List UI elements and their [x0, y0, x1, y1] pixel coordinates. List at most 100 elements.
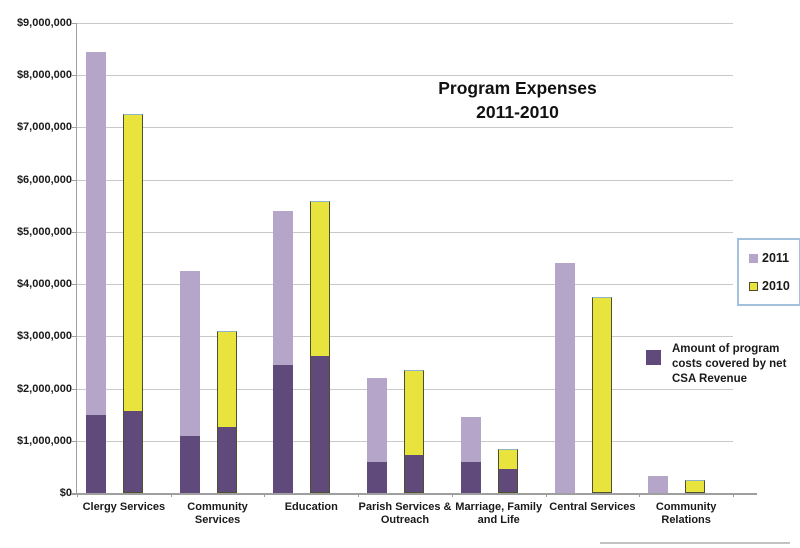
- x-axis-label-line: Central Services: [549, 501, 636, 513]
- plot-area: [77, 23, 733, 493]
- bar-covered-2011-5: [460, 461, 481, 493]
- legend-swatch-2010: [749, 281, 758, 291]
- covered-legend: Amount of program costs covered by net C…: [646, 342, 796, 387]
- x-axis-tick: [170, 493, 172, 497]
- gridline: [77, 127, 733, 129]
- legend: 2011 2010: [737, 238, 800, 306]
- x-axis-tick: [639, 493, 641, 497]
- bar-covered-2010-5: [498, 468, 517, 492]
- bar-2010-3: [310, 200, 331, 493]
- x-axis-label-line: Outreach: [380, 514, 430, 526]
- y-axis-tick: [72, 75, 77, 77]
- x-axis-tick: [358, 493, 360, 497]
- y-axis-label: $5,000,000: [16, 225, 72, 238]
- bar-covered-2011-1: [86, 414, 106, 493]
- x-axis-label: Education: [264, 501, 358, 514]
- x-axis-label-line: Relations: [661, 514, 711, 526]
- y-axis-tick: [72, 127, 77, 129]
- bar-2010-1: [123, 114, 143, 493]
- y-axis-label: $0: [59, 487, 72, 499]
- gridline: [77, 75, 733, 77]
- x-axis-tick: [77, 493, 78, 497]
- x-axis-label-line: and Life: [477, 514, 520, 526]
- x-axis-label-line: Community Services: [187, 501, 248, 526]
- covered-legend-line2: costs covered by net: [672, 358, 787, 370]
- y-axis-label: $3,000,000: [16, 330, 72, 343]
- y-axis-label: $7,000,000: [16, 121, 72, 134]
- bar-2011-3: [273, 211, 294, 493]
- covered-legend-line3: CSA Revenue: [672, 373, 747, 385]
- bar-covered-2011-4: [367, 461, 388, 493]
- bar-covered-2010-3: [311, 356, 330, 492]
- gridline: [77, 336, 733, 338]
- gridline: [77, 23, 733, 24]
- legend-item-2011: 2011: [749, 248, 799, 268]
- bar-2010-5: [497, 448, 518, 493]
- x-axis-label-line: Parish Services &: [358, 501, 452, 513]
- legend-label-2010: 2010: [762, 279, 790, 293]
- legend-label-2011: 2011: [762, 251, 790, 265]
- y-axis-tick: [72, 231, 77, 233]
- bar-2010-4: [404, 370, 425, 493]
- y-axis-tick: [72, 440, 77, 442]
- bar-covered-2011-2: [179, 435, 200, 493]
- y-axis-label: $4,000,000: [16, 278, 72, 291]
- x-axis-label-line: Community: [655, 501, 717, 513]
- covered-legend-line1: Amount of program: [672, 343, 780, 355]
- legend-item-2010: 2010: [749, 276, 799, 296]
- y-axis-tick: [72, 388, 77, 390]
- category-group-1: [77, 23, 171, 493]
- y-axis-label: $1,000,000: [16, 434, 72, 447]
- x-axis-label: Marriage, Family and Life: [452, 501, 546, 527]
- x-axis-tick: [545, 493, 547, 497]
- bar-2011-5: [460, 417, 481, 493]
- bottom-divider-line: [600, 542, 790, 544]
- bar-2011-7: [648, 476, 669, 493]
- x-axis-label: Clergy Services: [77, 501, 171, 514]
- x-axis-label: Parish Services & Outreach: [358, 501, 452, 527]
- category-group-2: [171, 23, 265, 493]
- gridline: [77, 179, 733, 181]
- covered-legend-swatch: [646, 350, 661, 365]
- x-axis-label: Community Relations: [639, 501, 733, 527]
- y-axis-tick: [72, 23, 77, 24]
- chart-title: Program Expenses 2011-2010: [380, 76, 655, 124]
- y-axis-label: $8,000,000: [16, 69, 72, 82]
- y-axis-tick: [72, 179, 77, 181]
- category-group-5: [452, 23, 546, 493]
- bar-2011-4: [367, 378, 388, 493]
- gridline: [77, 231, 733, 233]
- category-group-7: [639, 23, 733, 493]
- y-axis-label: $9,000,000: [16, 17, 72, 29]
- bar-2010-2: [216, 331, 237, 493]
- x-axis-label: Central Services: [546, 501, 640, 514]
- covered-legend-text: Amount of program costs covered by net C…: [672, 342, 796, 387]
- bar-covered-2010-1: [124, 411, 142, 492]
- gridline: [77, 284, 733, 286]
- category-group-6: [546, 23, 640, 493]
- x-axis-line: [71, 493, 757, 495]
- bar-covered-2011-3: [273, 365, 294, 493]
- x-axis-tick: [264, 493, 266, 497]
- x-axis-label-line: Clergy Services: [82, 501, 166, 513]
- x-axis-label-line: Education: [284, 501, 338, 513]
- x-axis-tick: [733, 493, 734, 497]
- category-group-4: [358, 23, 452, 493]
- legend-swatch-2011: [749, 253, 758, 263]
- bar-2011-6: [554, 263, 575, 493]
- bar-covered-2010-2: [217, 426, 236, 492]
- x-axis-tick: [451, 493, 453, 497]
- x-axis-label: Community Services: [171, 501, 265, 527]
- y-axis-label: $2,000,000: [16, 382, 72, 395]
- bar-2010-6: [591, 297, 612, 493]
- bar-2011-2: [179, 271, 200, 493]
- chart-title-line2: 2011-2010: [476, 102, 559, 122]
- x-axis-label-line: Marriage, Family: [455, 501, 543, 513]
- chart-title-line1: Program Expenses: [438, 78, 597, 98]
- bar-2011-1: [86, 51, 106, 493]
- y-axis-tick: [72, 336, 77, 338]
- category-group-3: [264, 23, 358, 493]
- y-axis-tick: [72, 284, 77, 286]
- y-axis-label: $6,000,000: [16, 173, 72, 186]
